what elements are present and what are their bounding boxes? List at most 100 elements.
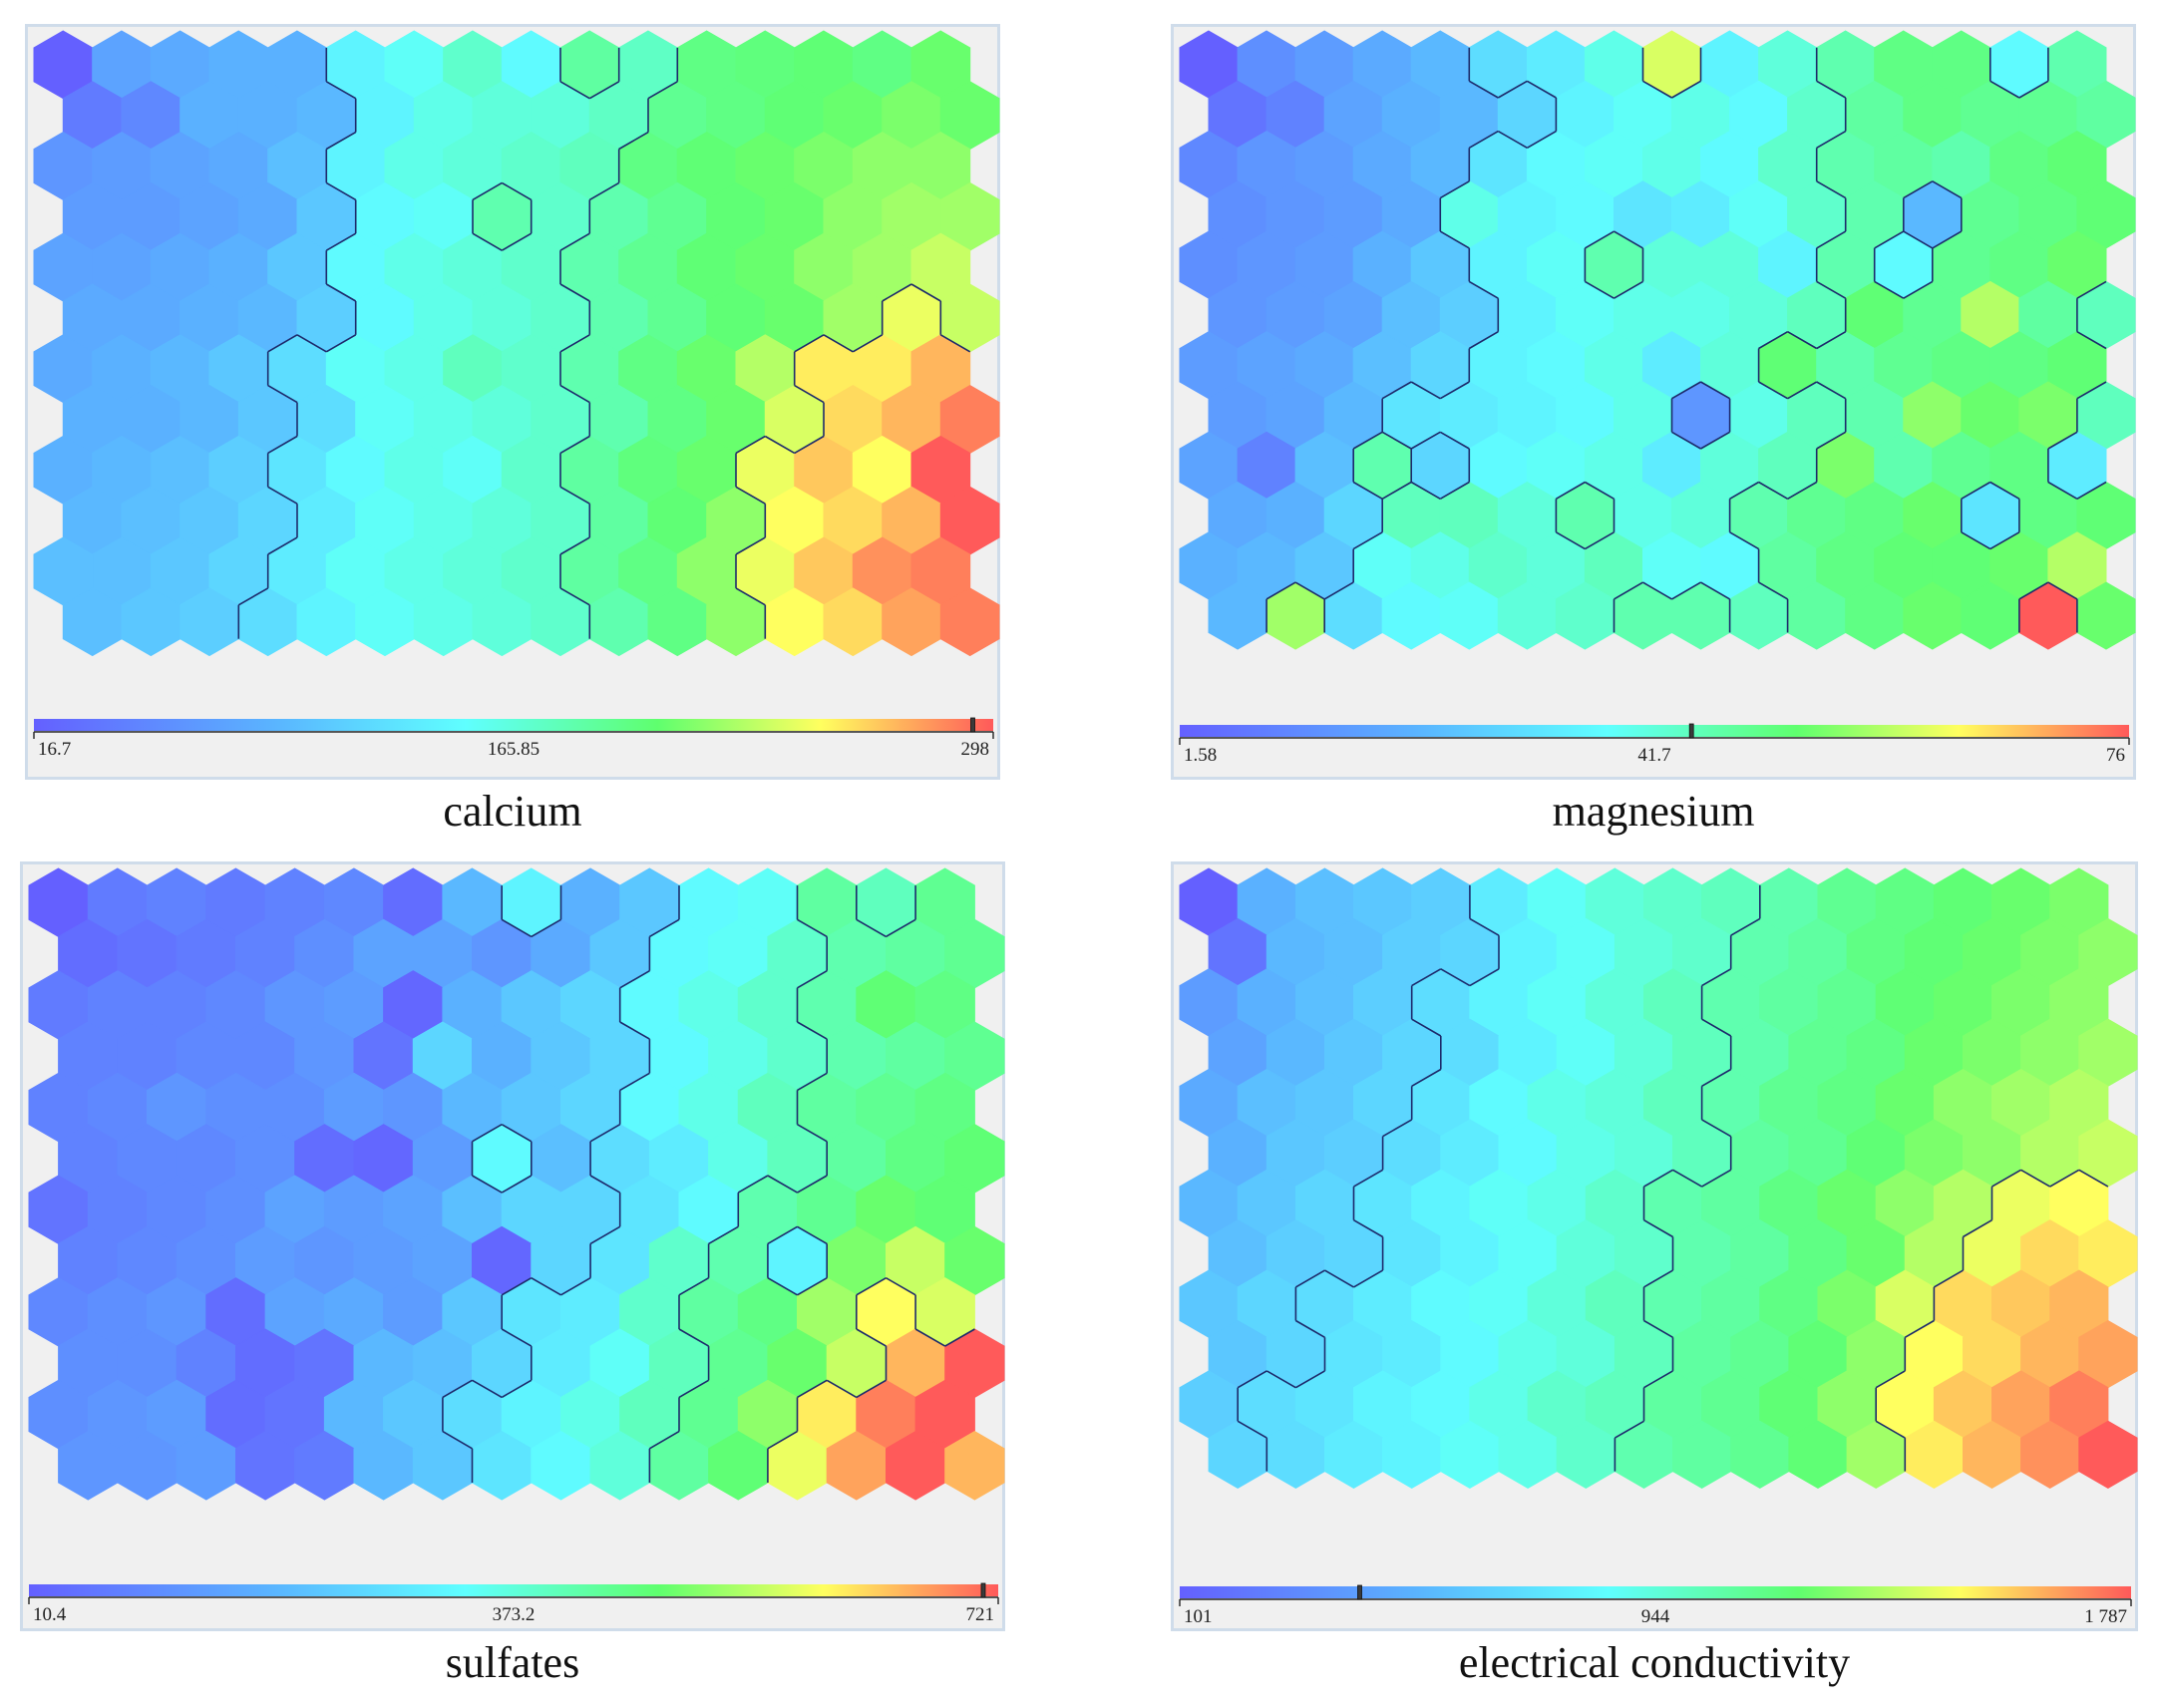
scale-min-label: 1.58 (1184, 745, 1217, 766)
boundary-segment (472, 232, 503, 251)
boundary-segment (1439, 381, 1470, 400)
boundary-segment (1729, 531, 1760, 550)
boundary-segment (1700, 431, 1730, 450)
hex-cell (944, 1431, 1005, 1501)
boundary-segment (559, 587, 590, 606)
conductivity-caption: electrical conductivity (1458, 1638, 1851, 1687)
boundary-segment (325, 334, 357, 353)
boundary-segment (531, 918, 561, 938)
calcium-map-frame: 16.7 165.85 298 (25, 24, 1000, 780)
boundary-segment (1237, 1420, 1267, 1439)
boundary-segment (1352, 531, 1383, 550)
boundary-segment (1294, 581, 1325, 600)
boundary-segment (735, 536, 766, 555)
boundary-segment (767, 1430, 798, 1450)
boundary-segment (1730, 917, 1761, 936)
boundary-segment (2020, 1169, 2051, 1188)
boundary-segment (1585, 531, 1615, 550)
boundary-segment (1758, 381, 1788, 400)
boundary-segment (1758, 331, 1789, 350)
hex-cells (28, 867, 1005, 1501)
boundary-segment (2076, 331, 2107, 350)
boundary-segment (797, 1225, 828, 1245)
boundary-segment (1932, 230, 1963, 249)
sulfates-caption: sulfates (445, 1638, 580, 1687)
boundary-segment (267, 334, 298, 353)
boundary-segment (1614, 280, 1643, 299)
scale-max-label: 1 787 (2084, 1606, 2127, 1627)
boundary-segment (1903, 280, 1934, 299)
boundary-segment (1816, 331, 1847, 350)
boundary-segment (1989, 531, 2020, 550)
boundary-segment (826, 1379, 858, 1399)
boundary-segment (1615, 1420, 1644, 1439)
boundary-segment (1989, 481, 2020, 500)
boundary-segment (1643, 1370, 1673, 1389)
calcium-caption: calcium (443, 787, 582, 836)
boundary-segment (944, 1328, 975, 1347)
boundary-segment (589, 1175, 621, 1194)
boundary-segment (1729, 481, 1760, 500)
boundary-segment (1961, 531, 1991, 550)
boundary-segment (1989, 80, 2020, 99)
boundary-segment (882, 283, 912, 302)
boundary-segment (237, 587, 269, 606)
boundary-segment (501, 918, 533, 938)
boundary-segment (501, 232, 533, 251)
boundary-segment (325, 283, 357, 302)
boundary-segment (1527, 80, 1557, 99)
boundary-segment (797, 970, 828, 989)
scale-mid-label: 165.85 (488, 739, 540, 760)
boundary-segment (1700, 381, 1730, 400)
boundary-segment (797, 1175, 828, 1194)
boundary-segment (559, 536, 590, 555)
boundary-segment (852, 334, 884, 353)
boundary-segment (797, 1072, 828, 1092)
boundary-segment (2076, 481, 2107, 500)
boundary-segment (1585, 280, 1615, 299)
boundary-segment (1787, 481, 1818, 500)
boundary-segment (1381, 481, 1412, 500)
boundary-segment (559, 435, 590, 455)
boundary-segment (589, 1124, 621, 1143)
scale-marker (970, 717, 975, 733)
cluster-boundaries (1265, 47, 2107, 633)
cluster-boundaries (237, 47, 971, 639)
boundary-segment (737, 1175, 769, 1194)
boundary-segment (1265, 1370, 1296, 1389)
boundary-segment (939, 334, 971, 353)
boundary-segment (1816, 381, 1847, 400)
boundary-segment (767, 1225, 798, 1245)
boundary-segment (708, 1225, 739, 1245)
boundary-segment (472, 1175, 503, 1194)
boundary-segment (1932, 180, 1963, 199)
boundary-segment (559, 486, 590, 505)
boundary-segment (794, 435, 825, 455)
boundary-segment (559, 81, 590, 100)
sulfates-map-frame: 10.4 373.2 721 (20, 861, 1005, 1631)
boundary-segment (735, 587, 766, 606)
color-scale-bar (34, 719, 993, 731)
scale-min-label: 101 (1184, 1606, 1213, 1627)
boundary-segment (2076, 381, 2107, 400)
boundary-segment (1671, 80, 1701, 99)
conductivity-som-map: 101 944 1 787 (1179, 867, 2138, 1627)
boundary-segment (2047, 431, 2078, 450)
boundary-segment (1671, 581, 1701, 600)
boundary-segment (1295, 1269, 1325, 1288)
boundary-segment (325, 181, 357, 201)
boundary-segment (1642, 581, 1672, 600)
boundary-segment (325, 81, 357, 100)
boundary-segment (1468, 80, 1499, 99)
magnesium-som-map: 1.58 41.7 76 (1179, 30, 2136, 766)
boundary-segment (1816, 230, 1847, 249)
boundary-segment (267, 435, 298, 455)
boundary-segment (1410, 431, 1441, 450)
scale-max-label: 721 (966, 1604, 995, 1625)
boundary-segment (1439, 431, 1470, 450)
boundary-segment (501, 1277, 533, 1296)
boundary-segment (735, 435, 766, 455)
boundary-segment (1469, 917, 1500, 936)
boundary-segment (1353, 1269, 1383, 1288)
boundary-segment (1701, 1169, 1732, 1188)
